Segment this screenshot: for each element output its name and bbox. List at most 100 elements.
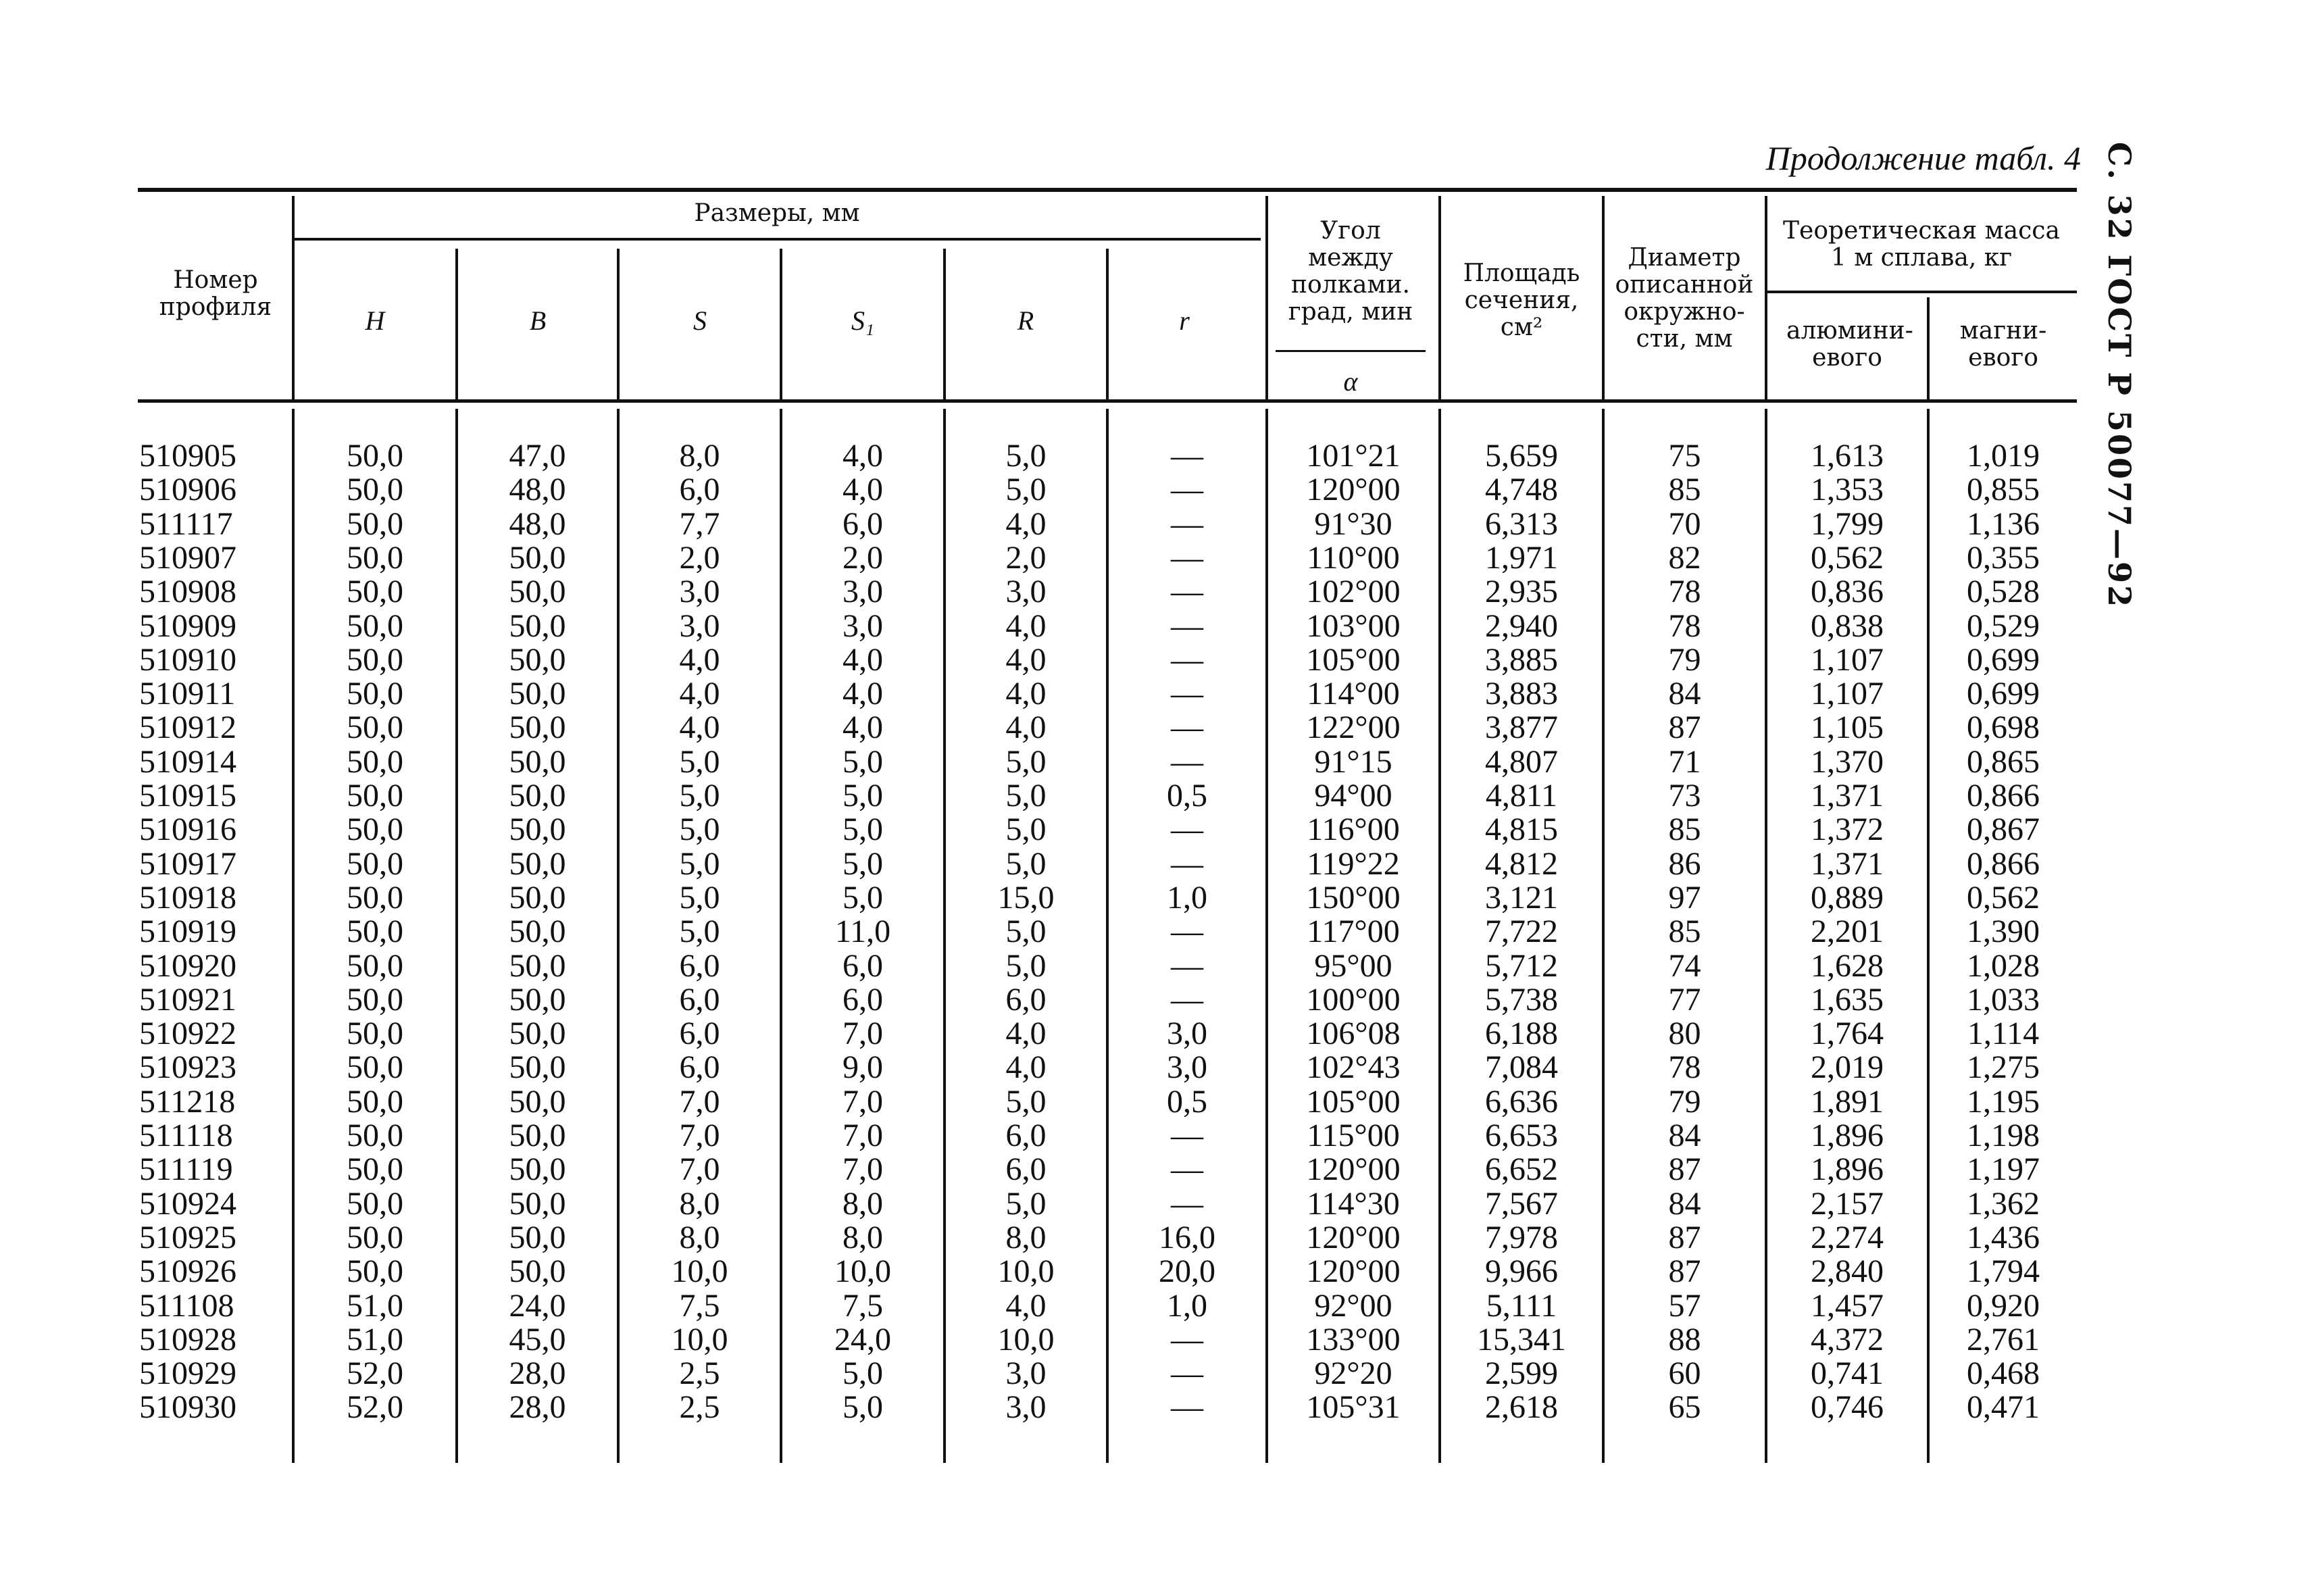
cell-S1: 6,0 xyxy=(842,505,883,542)
cell-mass-magnesium: 0,699 xyxy=(1967,676,2040,712)
cell-S1: 5,0 xyxy=(842,879,883,916)
cell-B: 47,0 xyxy=(509,438,566,474)
cell-H: 52,0 xyxy=(347,1355,403,1392)
cell-H: 50,0 xyxy=(347,709,403,746)
cell-S: 8,0 xyxy=(679,438,720,474)
cell-H: 50,0 xyxy=(347,914,403,950)
cell-R: 5,0 xyxy=(1005,812,1047,848)
cell-angle: 120°00 xyxy=(1306,1151,1401,1188)
cell-diameter: 84 xyxy=(1668,1185,1701,1222)
cell-B: 48,0 xyxy=(509,472,566,508)
cell-R: 5,0 xyxy=(1005,947,1047,984)
cell-mass-aluminium: 0,838 xyxy=(1811,607,1884,644)
cell-S: 5,0 xyxy=(679,845,720,882)
cell-S1: 4,0 xyxy=(842,676,883,712)
cell-r: — xyxy=(1171,1185,1203,1222)
cell-S1: 5,0 xyxy=(842,1389,883,1426)
cell-mass-magnesium: 1,114 xyxy=(1967,1016,2040,1052)
cell-mass-aluminium: 1,371 xyxy=(1811,845,1884,882)
cell-r: 20,0 xyxy=(1159,1253,1215,1290)
header-dimensions-group: Размеры, мм xyxy=(694,199,860,227)
cell-mass-magnesium: 1,390 xyxy=(1967,914,2040,950)
cell-S1: 5,0 xyxy=(842,1355,883,1392)
cell-profile-number: 510915 xyxy=(139,778,236,814)
cell-angle: 94°00 xyxy=(1314,778,1392,814)
cell-profile-number: 510924 xyxy=(139,1185,236,1222)
cell-mass-magnesium: 0,468 xyxy=(1967,1355,2040,1392)
cell-r: 1,0 xyxy=(1167,1287,1207,1324)
cell-area: 2,935 xyxy=(1485,574,1558,610)
cell-area: 4,812 xyxy=(1485,845,1558,882)
cell-S1: 10,0 xyxy=(834,1253,891,1290)
cell-mass-aluminium: 1,635 xyxy=(1811,981,1884,1018)
cell-area: 2,599 xyxy=(1485,1355,1558,1392)
cell-B: 50,0 xyxy=(509,879,566,916)
cell-diameter: 85 xyxy=(1668,812,1701,848)
cell-R: 5,0 xyxy=(1005,743,1047,780)
cell-R: 6,0 xyxy=(1005,981,1047,1018)
cell-R: 6,0 xyxy=(1005,1151,1047,1188)
column-divider xyxy=(1927,409,1930,1463)
cell-area: 3,877 xyxy=(1485,709,1558,746)
cell-mass-aluminium: 1,613 xyxy=(1811,438,1884,474)
cell-mass-aluminium: 2,274 xyxy=(1811,1219,1884,1255)
cell-B: 50,0 xyxy=(509,607,566,644)
cell-H: 52,0 xyxy=(347,1389,403,1426)
cell-R: 5,0 xyxy=(1005,472,1047,508)
column-divider xyxy=(943,409,946,1463)
cell-r: — xyxy=(1171,641,1203,678)
column-divider xyxy=(1602,409,1605,1463)
cell-R: 4,0 xyxy=(1005,641,1047,678)
cell-profile-number: 510918 xyxy=(139,879,236,916)
cell-mass-aluminium: 2,019 xyxy=(1811,1049,1884,1086)
cell-B: 50,0 xyxy=(509,1253,566,1290)
cell-mass-aluminium: 1,799 xyxy=(1811,505,1884,542)
cell-H: 50,0 xyxy=(347,1253,403,1290)
cell-mass-aluminium: 1,107 xyxy=(1811,641,1884,678)
cell-profile-number: 510912 xyxy=(139,709,236,746)
cell-r: — xyxy=(1171,981,1203,1018)
cell-r: — xyxy=(1171,607,1203,644)
cell-diameter: 78 xyxy=(1668,1049,1701,1086)
cell-S: 2,0 xyxy=(679,539,720,576)
cell-mass-aluminium: 1,628 xyxy=(1811,947,1884,984)
cell-angle: 120°00 xyxy=(1306,472,1401,508)
cell-area: 15,341 xyxy=(1477,1321,1566,1357)
cell-area: 4,811 xyxy=(1485,778,1558,814)
cell-mass-magnesium: 1,019 xyxy=(1967,438,2040,474)
cell-angle: 105°00 xyxy=(1306,1083,1401,1120)
cell-H: 50,0 xyxy=(347,607,403,644)
cell-B: 50,0 xyxy=(509,676,566,712)
cell-area: 3,121 xyxy=(1485,879,1558,916)
cell-mass-magnesium: 1,028 xyxy=(1967,947,2040,984)
cell-area: 2,618 xyxy=(1485,1389,1558,1426)
cell-H: 50,0 xyxy=(347,1185,403,1222)
column-divider xyxy=(1927,297,1930,401)
cell-H: 50,0 xyxy=(347,505,403,542)
cell-mass-magnesium: 1,195 xyxy=(1967,1083,2040,1120)
cell-S: 4,0 xyxy=(679,641,720,678)
cell-B: 28,0 xyxy=(509,1355,566,1392)
cell-diameter: 79 xyxy=(1668,1083,1701,1120)
cell-R: 10,0 xyxy=(997,1321,1055,1357)
cell-diameter: 87 xyxy=(1668,1219,1701,1255)
header-angle: Угол между полками. град, мин xyxy=(1288,217,1413,326)
cell-angle: 91°30 xyxy=(1314,505,1392,542)
header-profile-number: Номер профиля xyxy=(159,266,272,321)
cell-H: 50,0 xyxy=(347,879,403,916)
cell-angle: 120°00 xyxy=(1306,1219,1401,1255)
cell-B: 50,0 xyxy=(509,1049,566,1086)
continuation-title: Продолжение табл. 4 xyxy=(1765,139,2081,177)
cell-S: 10,0 xyxy=(671,1253,728,1290)
cell-mass-magnesium: 1,198 xyxy=(1967,1118,2040,1153)
cell-area: 3,883 xyxy=(1485,676,1558,712)
cell-profile-number: 510905 xyxy=(139,438,236,474)
cell-B: 50,0 xyxy=(509,778,566,814)
cell-angle: 116°00 xyxy=(1307,812,1400,848)
cell-r: — xyxy=(1171,947,1203,984)
cell-H: 50,0 xyxy=(347,1151,403,1188)
cell-R: 3,0 xyxy=(1005,1355,1047,1392)
cell-mass-magnesium: 2,761 xyxy=(1967,1321,2040,1357)
cell-S: 7,0 xyxy=(679,1083,720,1120)
cell-angle: 92°20 xyxy=(1314,1355,1392,1392)
